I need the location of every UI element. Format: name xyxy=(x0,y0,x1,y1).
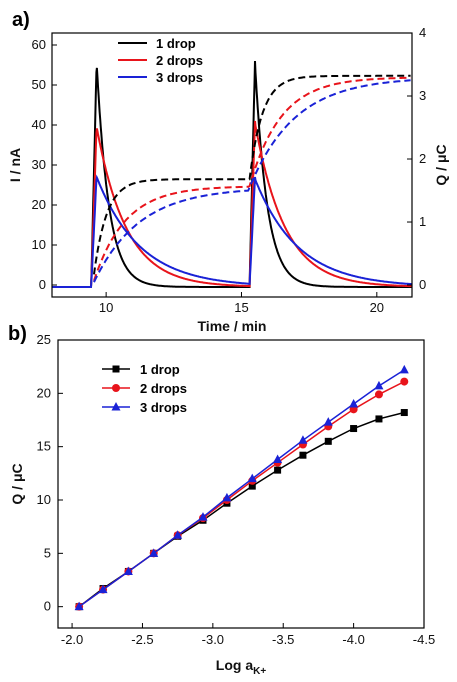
panel-b-label: b) xyxy=(8,323,27,345)
data-point-3 xyxy=(173,530,183,539)
y-tick-label: 30 xyxy=(32,157,46,172)
legend-label-2: 2 drops xyxy=(156,53,203,68)
x-tick-label: -4.5 xyxy=(413,632,435,647)
charge-trace-1 xyxy=(93,74,411,275)
panel-a-x-ticks: 10 15 20 xyxy=(99,292,384,315)
panel-b-y-ticks: 0 5 10 15 20 25 xyxy=(37,332,63,614)
data-point-1 xyxy=(400,409,408,417)
x-tick-label: -2.5 xyxy=(131,632,153,647)
data-point-3 xyxy=(198,512,208,521)
panel-a-y2-axis-label: Q / μC xyxy=(433,144,449,185)
current-trace-2 xyxy=(52,120,412,288)
panel-b-legend: 1 drop 2 drops 3 drops xyxy=(102,362,187,415)
legend-marker-1 xyxy=(112,365,120,373)
panel-a-legend: 1 drop 2 drops 3 drops xyxy=(118,36,203,85)
x-tick-label: 10 xyxy=(99,300,113,315)
data-point-1 xyxy=(350,425,358,433)
panel-a-x-axis-label: Time / min xyxy=(198,318,267,334)
data-point-3 xyxy=(349,399,359,408)
data-point-2 xyxy=(374,390,383,399)
y2-tick-label: 0 xyxy=(419,277,426,292)
panel-a-y-axis-label: I / nA xyxy=(7,148,23,182)
panel-b-x-axis-label: Log aK+ xyxy=(216,657,267,677)
x-tick-label: 15 xyxy=(234,300,248,315)
y2-tick-label: 4 xyxy=(419,25,426,40)
data-point-3 xyxy=(273,454,283,463)
y2-tick-label: 3 xyxy=(419,88,426,103)
y-tick-label: 50 xyxy=(32,77,46,92)
y-tick-label: 5 xyxy=(44,545,51,560)
x-tick-label: -3.0 xyxy=(202,632,224,647)
legend-label-1: 1 drop xyxy=(140,362,180,377)
legend-label-1: 1 drop xyxy=(156,36,196,51)
data-point-1 xyxy=(324,437,332,445)
panel-a-y2-ticks: 0 1 2 3 4 xyxy=(407,25,426,292)
legend-marker-3 xyxy=(111,402,121,411)
x-tick-label: -4.0 xyxy=(342,632,364,647)
data-point-3 xyxy=(374,380,384,390)
y-tick-label: 10 xyxy=(32,237,46,252)
legend-label-3: 3 drops xyxy=(156,70,203,85)
x-tick-label: -2.0 xyxy=(61,632,83,647)
panel-b-frame xyxy=(57,339,425,629)
panel-a-y-ticks: 0 10 20 30 40 50 60 xyxy=(32,37,57,292)
panel-b-x-ticks: -2.0 -2.5 -3.0 -3.5 -4.0 -4.5 xyxy=(61,623,435,647)
charge-trace-3 xyxy=(93,79,411,283)
y-tick-label: 25 xyxy=(37,332,51,347)
x-tick-label: -3.5 xyxy=(272,632,294,647)
data-point-3 xyxy=(123,566,133,575)
y-tick-label: 15 xyxy=(37,439,51,454)
data-point-3 xyxy=(149,548,159,557)
legend-label-3: 3 drops xyxy=(140,400,187,415)
data-point-3 xyxy=(98,584,108,594)
legend-marker-2 xyxy=(112,384,120,392)
data-point-1 xyxy=(375,415,383,423)
y-tick-label: 60 xyxy=(32,37,46,52)
data-point-1 xyxy=(248,482,256,490)
data-point-3 xyxy=(247,473,257,483)
x-tick-label: 20 xyxy=(370,300,384,315)
data-point-3 xyxy=(222,492,232,502)
panel-a-frame xyxy=(51,32,413,298)
y-tick-label: 40 xyxy=(32,117,46,132)
panel-b: b) -2.0 -2.5 -3.0 -3.5 -4.0 -4.5 0 5 10 15 20 25 L… xyxy=(8,323,435,677)
y-tick-label: 0 xyxy=(44,599,51,614)
current-trace-1 xyxy=(52,60,412,288)
data-point-1 xyxy=(299,451,307,459)
panel-a: a) 10 15 20 0 10 20 30 40 50 60 0 1 2 3 4 Time / min… xyxy=(7,9,449,334)
y-tick-label: 10 xyxy=(37,492,51,507)
current-trace-3 xyxy=(52,174,412,288)
data-point-3 xyxy=(74,601,84,611)
panel-a-label: a) xyxy=(12,9,30,31)
y-tick-label: 20 xyxy=(37,385,51,400)
y2-tick-label: 2 xyxy=(419,151,426,166)
panel-b-plot xyxy=(74,364,409,611)
y-tick-label: 0 xyxy=(39,277,46,292)
data-point-3 xyxy=(298,435,308,444)
panel-b-y-axis-label: Q / μC xyxy=(9,463,25,504)
charge-trace-2 xyxy=(93,76,411,282)
legend-label-2: 2 drops xyxy=(140,381,187,396)
series-line-1 xyxy=(78,411,405,608)
data-point-3 xyxy=(399,364,409,374)
y-tick-label: 20 xyxy=(32,197,46,212)
y2-tick-label: 1 xyxy=(419,214,426,229)
data-point-3 xyxy=(323,417,333,426)
data-point-2 xyxy=(400,377,409,386)
data-point-1 xyxy=(274,466,282,474)
panel-a-plot xyxy=(52,60,412,288)
